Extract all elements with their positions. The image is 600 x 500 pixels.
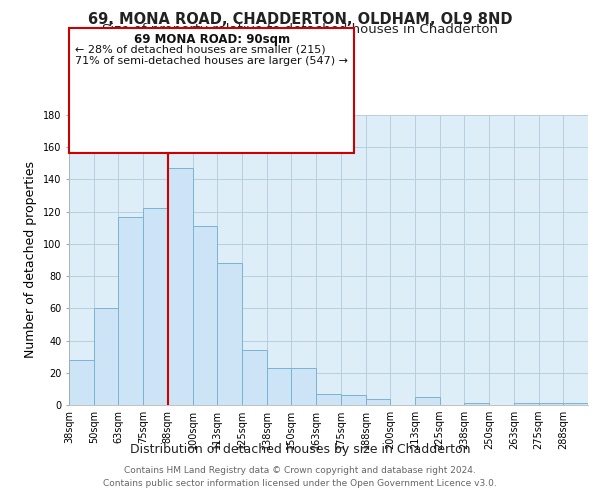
- Bar: [143, 208, 168, 405]
- Bar: [217, 263, 242, 405]
- Bar: [365, 398, 390, 405]
- Bar: [415, 397, 440, 405]
- Text: 69, MONA ROAD, CHADDERTON, OLDHAM, OL9 8ND: 69, MONA ROAD, CHADDERTON, OLDHAM, OL9 8…: [88, 12, 512, 28]
- Y-axis label: Number of detached properties: Number of detached properties: [25, 162, 37, 358]
- Bar: [193, 226, 217, 405]
- Bar: [118, 216, 143, 405]
- Bar: [316, 394, 341, 405]
- Bar: [464, 404, 489, 405]
- Bar: [94, 308, 118, 405]
- Bar: [292, 368, 316, 405]
- Bar: [168, 168, 193, 405]
- Bar: [69, 360, 94, 405]
- Text: 69 MONA ROAD: 90sqm: 69 MONA ROAD: 90sqm: [134, 32, 290, 46]
- Text: Distribution of detached houses by size in Chadderton: Distribution of detached houses by size …: [130, 442, 470, 456]
- Text: Contains HM Land Registry data © Crown copyright and database right 2024.
Contai: Contains HM Land Registry data © Crown c…: [103, 466, 497, 487]
- Bar: [514, 404, 539, 405]
- Bar: [242, 350, 267, 405]
- Bar: [539, 404, 563, 405]
- Text: 71% of semi-detached houses are larger (547) →: 71% of semi-detached houses are larger (…: [75, 56, 348, 66]
- Bar: [267, 368, 292, 405]
- Bar: [563, 404, 588, 405]
- Bar: [341, 396, 365, 405]
- Text: ← 28% of detached houses are smaller (215): ← 28% of detached houses are smaller (21…: [75, 44, 326, 54]
- Text: Size of property relative to detached houses in Chadderton: Size of property relative to detached ho…: [102, 22, 498, 36]
